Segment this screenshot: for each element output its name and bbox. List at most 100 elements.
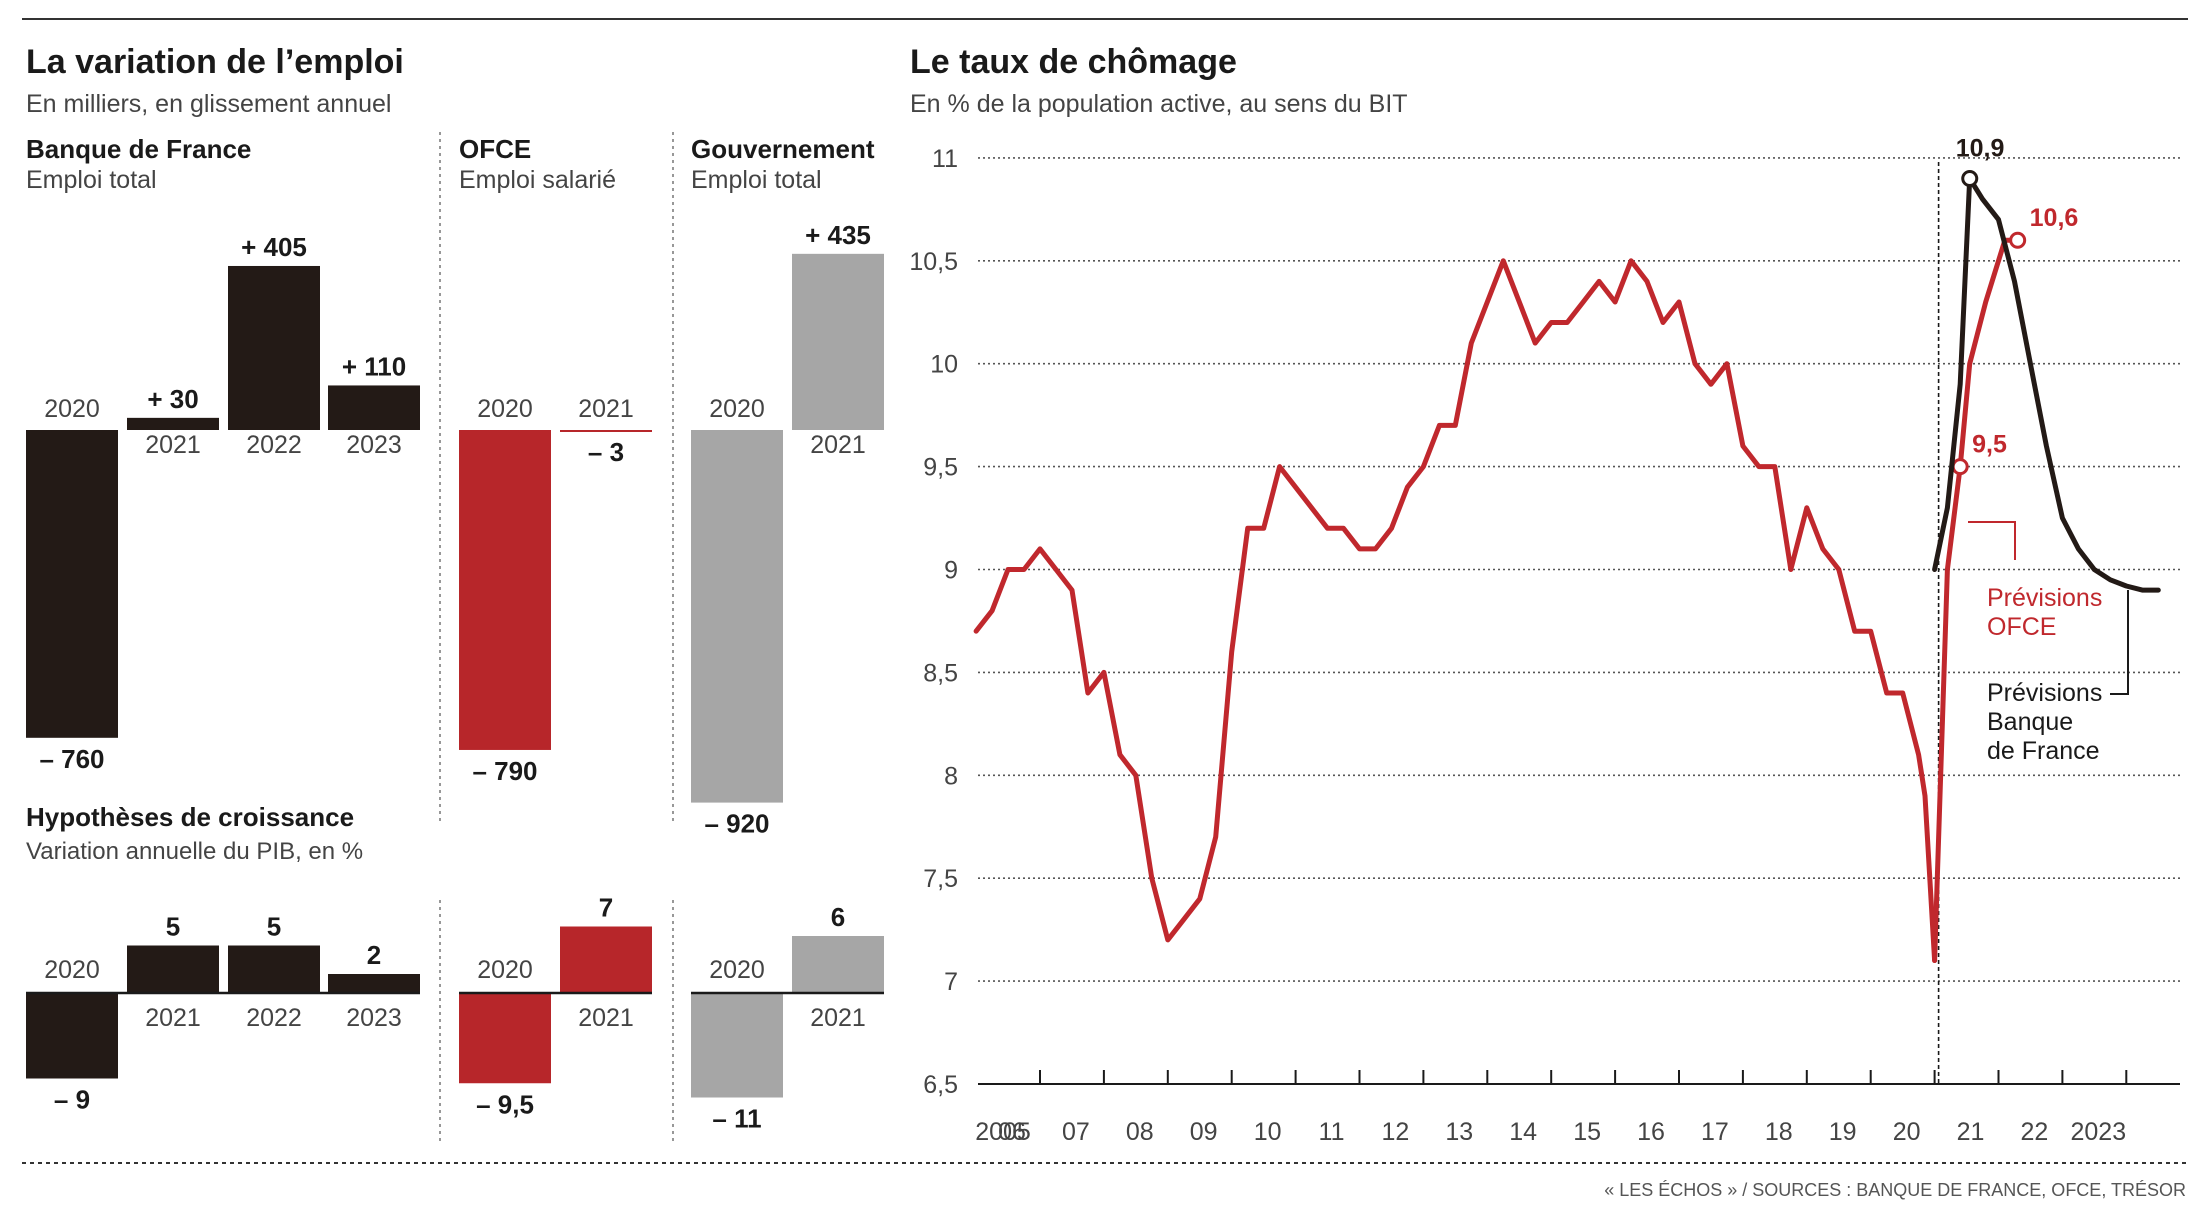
bar-value-label: – 9,5 <box>476 1089 534 1119</box>
note-ofce-bracket <box>1968 521 2016 560</box>
employment-subtitle: En milliers, en glissement annuel <box>26 90 391 118</box>
y-tick-label: 6,5 <box>923 1071 958 1099</box>
bar-0-0-2 <box>228 265 320 430</box>
note-ofce-line1: Prévisions <box>1987 584 2102 612</box>
annotation-marker <box>1951 458 1969 476</box>
bar-charts: – 760 2020 + 30 2021 + 405 2022 + 110 2023 – 790… <box>26 220 884 1134</box>
x-tick-label: 12 <box>1381 1118 1409 1146</box>
bar-value-label: + 30 <box>147 384 198 414</box>
y-tick-label: 9,5 <box>923 454 958 482</box>
y-tick-label: 8,5 <box>923 659 958 687</box>
bar-value-label: – 920 <box>704 809 769 839</box>
bar-1-0-1 <box>127 945 219 993</box>
x-tick-label: 08 <box>1126 1118 1154 1146</box>
annotation-label: 10,9 <box>1956 134 2005 162</box>
source-note: « LES ÉCHOS » / SOURCES : BANQUE DE FRAN… <box>1604 1180 2186 1200</box>
x-tick-label: 15 <box>1573 1118 1601 1146</box>
bar-category-label: 2021 <box>810 431 866 459</box>
bar-category-label: 2023 <box>346 1004 402 1032</box>
y-tick-label: 10,5 <box>909 248 958 276</box>
bar-category-label: 2020 <box>709 395 765 423</box>
bar-value-label: – 3 <box>588 437 624 467</box>
x-tick-label: 18 <box>1765 1118 1793 1146</box>
bar-value-label: – 790 <box>472 756 537 786</box>
x-tick-label: 11 <box>1319 1118 1345 1146</box>
bar-category-label: 2022 <box>246 1004 302 1032</box>
employment-title: La variation de l’emploi <box>26 43 404 81</box>
unemployment-title: Le taux de chômage <box>910 43 1237 81</box>
bar-value-label: – 9 <box>54 1085 90 1115</box>
bar-category-label: 2021 <box>145 1004 201 1032</box>
bar-category-label: 2023 <box>346 431 402 459</box>
x-tick-label: 09 <box>1190 1118 1218 1146</box>
annotation-label: 10,6 <box>2030 204 2079 232</box>
panel-bdf-subname: Emploi total <box>26 166 157 194</box>
bar-0-2-0 <box>691 430 783 803</box>
x-tick-label: 14 <box>1509 1118 1537 1146</box>
bar-value-label: 7 <box>599 893 613 923</box>
bar-1-0-3 <box>328 974 420 993</box>
bar-1-0-0 <box>26 993 118 1079</box>
note-ofce-line2: OFCE <box>1987 613 2056 641</box>
bar-1-2-1 <box>792 936 884 993</box>
note-bdf-line2: Banque <box>1987 708 2073 736</box>
bar-0-0-1 <box>127 417 219 430</box>
y-tick-label: 7 <box>944 968 958 996</box>
bar-1-1-1 <box>560 926 652 993</box>
unemployment-subtitle: En % de la population active, au sens du… <box>910 90 1408 118</box>
series-line-2 <box>1932 176 2161 593</box>
bar-category-label: 2020 <box>709 956 765 984</box>
bar-category-label: 2020 <box>44 395 100 423</box>
x-tick-label: 07 <box>1062 1118 1090 1146</box>
bar-category-label: 2021 <box>578 395 634 423</box>
y-tick-label: 8 <box>944 762 958 790</box>
note-bdf-line3: de France <box>1987 737 2100 765</box>
panel-gov-subname: Emploi total <box>691 166 822 194</box>
y-tick-label: 11 <box>932 145 958 173</box>
y-tick-label: 7,5 <box>923 865 958 893</box>
x-tick-label: 17 <box>1701 1118 1729 1146</box>
x-tick-label: 19 <box>1829 1118 1857 1146</box>
bar-category-label: 2021 <box>578 1004 634 1032</box>
bar-0-0-0 <box>26 430 118 738</box>
bar-category-label: 2021 <box>810 1004 866 1032</box>
bar-1-0-2 <box>228 945 320 993</box>
bar-1-2-0 <box>691 993 783 1098</box>
bar-category-label: 2022 <box>246 431 302 459</box>
bar-value-label: 6 <box>831 902 845 932</box>
x-tick-label: 16 <box>1637 1118 1665 1146</box>
x-tick-label: 06 <box>998 1118 1026 1146</box>
x-tick-label: 10 <box>1254 1118 1282 1146</box>
bar-0-0-3 <box>328 385 420 430</box>
panel-ofce-subname: Emploi salarié <box>459 166 616 194</box>
bar-category-label: 2020 <box>44 956 100 984</box>
annotation-label: 9,5 <box>1972 431 2007 459</box>
x-tick-label: 2023 <box>2070 1118 2126 1146</box>
x-tick-label: 21 <box>1957 1118 1985 1146</box>
x-tick-label: 2005 <box>975 1118 1031 1146</box>
panel-bdf-name: Banque de France <box>26 134 251 164</box>
bar-value-label: + 405 <box>241 232 307 262</box>
note-bdf-bracket <box>2110 590 2129 695</box>
annotation-marker <box>1961 169 1979 187</box>
bar-value-label: 5 <box>267 912 281 942</box>
bar-value-label: + 110 <box>342 351 406 381</box>
growth-title: Hypothèses de croissance <box>26 802 354 832</box>
note-bdf-line1: Prévisions <box>1987 679 2102 707</box>
bar-category-label: 2020 <box>477 395 533 423</box>
bar-0-1-0 <box>459 430 551 750</box>
bar-0-2-1 <box>792 253 884 430</box>
x-tick-label: 22 <box>2020 1118 2048 1146</box>
bar-category-label: 2021 <box>145 431 201 459</box>
bar-value-label: 5 <box>166 912 180 942</box>
bar-value-label: 2 <box>367 940 381 970</box>
series-line-0 <box>973 258 1938 963</box>
y-tick-label: 10 <box>930 351 958 379</box>
x-tick-label: 20 <box>1893 1118 1921 1146</box>
growth-subtitle: Variation annuelle du PIB, en % <box>26 838 363 865</box>
bar-value-label: – 11 <box>712 1104 761 1134</box>
panel-gov-name: Gouvernement <box>691 134 875 164</box>
bar-0-1-1 <box>560 430 652 432</box>
